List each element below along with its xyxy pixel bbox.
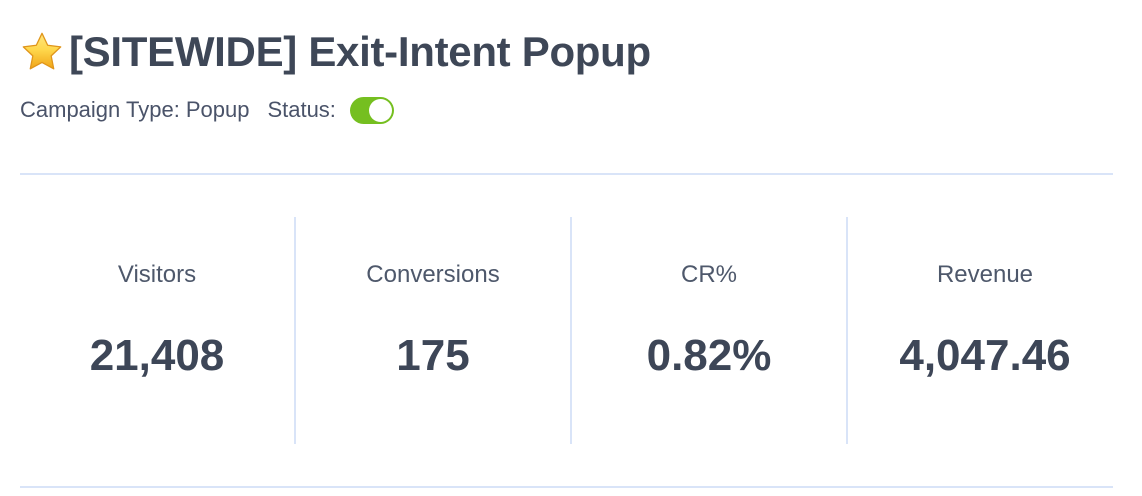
stat-label: Conversions [366,261,500,288]
stat-value: 21,408 [89,331,225,380]
stat-card-revenue: Revenue 4,047.46 [846,217,1122,444]
page-title: [SITEWIDE] Exit-Intent Popup [69,28,651,75]
stat-value: 175 [396,331,470,380]
campaign-type-label: Campaign Type: [20,97,180,122]
campaign-type-value: Popup [185,97,250,122]
top-divider [20,173,1113,175]
stat-label: CR% [680,261,737,288]
stat-card-conversions: Conversions 175 [294,217,570,444]
stat-value: 4,047.46 [899,331,1071,380]
star-icon [22,32,62,70]
stat-card-visitors: Visitors 21,408 [20,217,294,444]
page-title-row: [SITEWIDE] Exit-Intent Popup [20,26,1122,78]
status-toggle[interactable] [349,96,394,124]
status-label: Status: [267,97,336,122]
campaign-type-text: Campaign Type: Popup [20,95,249,125]
bottom-divider [20,486,1113,488]
stats-row: Visitors 21,408 Conversions 175 CR% 0.82… [20,217,1122,444]
toggle-knob [368,98,392,122]
stat-label: Visitors [117,261,197,288]
stat-label: Revenue [936,261,1034,288]
campaign-header: [SITEWIDE] Exit-Intent Popup Campaign Ty… [0,0,1142,125]
stat-card-cr: CR% 0.82% [570,217,846,444]
campaign-meta-row: Campaign Type: Popup Status: [20,95,1122,125]
stat-value: 0.82% [646,331,772,380]
